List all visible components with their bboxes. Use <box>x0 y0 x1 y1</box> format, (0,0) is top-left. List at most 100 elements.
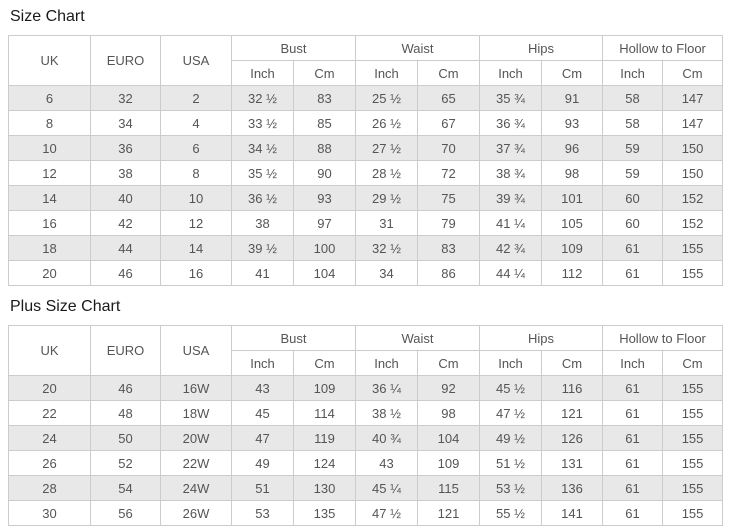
table-cell: 42 <box>90 210 161 236</box>
table-cell: 18W <box>160 400 232 426</box>
plus-size-chart-table: UK EURO USA Bust Waist Hips Hollow to Floor Inc… <box>8 325 724 526</box>
table-cell: 45 <box>231 400 294 426</box>
table-cell: 147 <box>662 110 724 136</box>
table-cell: 6 <box>160 135 232 161</box>
header-unit-cm: Cm <box>662 60 724 86</box>
table-cell: 98 <box>541 160 604 186</box>
table-cell: 34 <box>90 110 161 136</box>
table-cell: 10 <box>8 135 91 161</box>
table-cell: 115 <box>417 475 481 501</box>
table-cell: 93 <box>292 185 357 211</box>
table-cell: 36 <box>90 135 161 161</box>
table-cell: 141 <box>541 500 604 526</box>
table-cell: 61 <box>602 260 664 286</box>
table-cell: 44 <box>90 235 161 261</box>
table-cell: 38 <box>90 160 161 186</box>
table-cell: 16W <box>160 375 232 401</box>
table-cell: 59 <box>602 135 664 161</box>
table-cell: 61 <box>602 450 664 476</box>
table-cell: 53 ½ <box>479 475 543 501</box>
table-cell: 43 <box>231 375 294 401</box>
table-cell: 45 ¼ <box>355 475 419 501</box>
table-cell: 96 <box>541 135 604 161</box>
header-unit-inch: Inch <box>602 60 664 86</box>
table-cell: 8 <box>160 160 232 186</box>
header-unit-cm: Cm <box>541 350 604 376</box>
table-cell: 46 <box>90 260 161 286</box>
table-cell: 54 <box>90 475 161 501</box>
table-cell: 61 <box>602 500 664 526</box>
table-cell: 61 <box>602 375 664 401</box>
table-cell: 14 <box>160 235 232 261</box>
table-cell: 24W <box>160 475 232 501</box>
table-cell: 28 <box>8 475 91 501</box>
table-cell: 16 <box>8 210 91 236</box>
table-cell: 22 <box>8 400 91 426</box>
table-cell: 85 <box>292 110 357 136</box>
table-cell: 91 <box>541 85 604 111</box>
table-cell: 79 <box>417 210 481 236</box>
header-group-waist: Waist <box>355 325 481 351</box>
header-group-hips: Hips <box>479 35 604 61</box>
table-cell: 72 <box>417 160 481 186</box>
table-cell: 43 <box>355 450 419 476</box>
table-cell: 47 ½ <box>355 500 419 526</box>
table-cell: 121 <box>417 500 481 526</box>
table-cell: 61 <box>602 235 664 261</box>
header-group-waist: Waist <box>355 35 481 61</box>
table-cell: 51 ½ <box>479 450 543 476</box>
table-cell: 61 <box>602 425 664 451</box>
table-cell: 38 <box>231 210 294 236</box>
table-cell: 39 ¾ <box>479 185 543 211</box>
table-cell: 155 <box>662 260 724 286</box>
table-cell: 119 <box>292 425 357 451</box>
table-cell: 55 ½ <box>479 500 543 526</box>
header-unit-cm: Cm <box>541 60 604 86</box>
table-row: 30 56 26W 53 135 47 ½ 121 55 ½ 141 61 155 <box>8 500 724 526</box>
table-cell: 20 <box>8 260 91 286</box>
table-cell: 40 ¾ <box>355 425 419 451</box>
table-cell: 20W <box>160 425 232 451</box>
table-cell: 70 <box>417 135 481 161</box>
header-cell-usa: USA <box>160 35 232 86</box>
table-cell: 29 ½ <box>355 185 419 211</box>
header-cell-euro: EURO <box>90 35 161 86</box>
table-cell: 52 <box>90 450 161 476</box>
table-cell: 101 <box>541 185 604 211</box>
header-unit-inch: Inch <box>479 60 543 86</box>
table-cell: 92 <box>417 375 481 401</box>
header-unit-inch: Inch <box>602 350 664 376</box>
table-cell: 41 <box>231 260 294 286</box>
header-unit-cm: Cm <box>292 60 357 86</box>
table-cell: 116 <box>541 375 604 401</box>
table-cell: 27 ½ <box>355 135 419 161</box>
table-cell: 155 <box>662 375 724 401</box>
table-row: 28 54 24W 51 130 45 ¼ 115 53 ½ 136 61 155 <box>8 475 724 501</box>
header-unit-inch: Inch <box>231 60 294 86</box>
header-unit-inch: Inch <box>479 350 543 376</box>
table-cell: 155 <box>662 425 724 451</box>
table-cell: 105 <box>541 210 604 236</box>
table-cell: 34 ½ <box>231 135 294 161</box>
header-unit-cm: Cm <box>417 60 481 86</box>
table-cell: 35 ½ <box>231 160 294 186</box>
table-cell: 147 <box>662 85 724 111</box>
table-cell: 36 ¼ <box>355 375 419 401</box>
table-cell: 26 ½ <box>355 110 419 136</box>
table-row: 16 42 12 38 97 31 79 41 ¼ 105 60 152 <box>8 210 724 236</box>
table-cell: 38 ¾ <box>479 160 543 186</box>
table-cell: 44 ¼ <box>479 260 543 286</box>
table-cell: 12 <box>8 160 91 186</box>
table-cell: 152 <box>662 210 724 236</box>
table-cell: 25 ½ <box>355 85 419 111</box>
header-unit-cm: Cm <box>662 350 724 376</box>
table-cell: 114 <box>292 400 357 426</box>
table-cell: 152 <box>662 185 724 211</box>
header-group-bust: Bust <box>230 35 357 61</box>
table-cell: 22W <box>160 450 232 476</box>
table-cell: 47 ½ <box>479 400 543 426</box>
table-cell: 2 <box>160 85 232 111</box>
table-cell: 124 <box>292 450 357 476</box>
header-unit-inch: Inch <box>231 350 294 376</box>
